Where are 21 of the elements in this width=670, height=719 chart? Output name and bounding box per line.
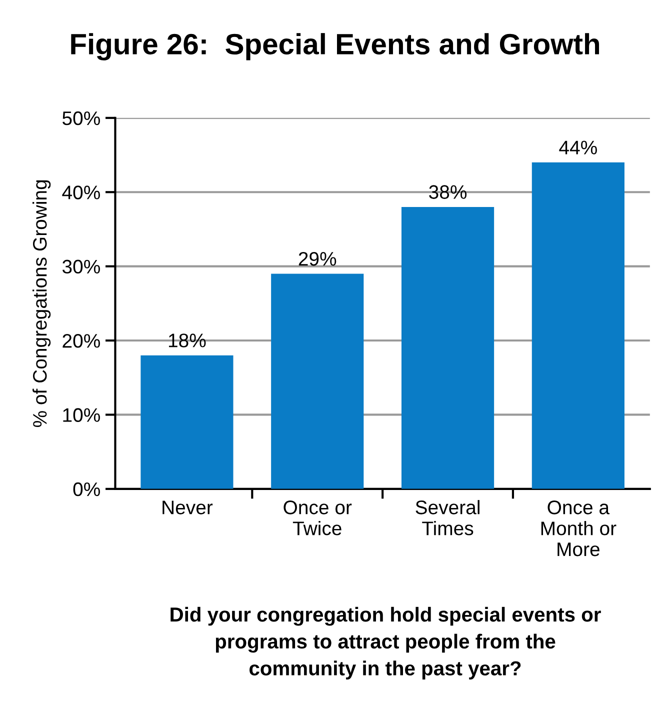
- x-tick-label: Once or Twice: [284, 500, 352, 536]
- y-tick-label: 0%: [73, 482, 100, 496]
- y-tick-label: 30%: [62, 260, 100, 274]
- bar: [532, 162, 624, 489]
- y-tick-label: 20%: [62, 334, 100, 348]
- bar: [140, 355, 234, 489]
- y-tick-label: 40%: [62, 186, 100, 200]
- bar: [401, 206, 494, 489]
- x-tick-label: Once a Month or More: [541, 500, 616, 556]
- x-tick-label: Never: [162, 500, 213, 514]
- data-label: 44%: [559, 140, 597, 154]
- data-label: 38%: [429, 185, 467, 199]
- x-axis-title: Did your congregation hold special events or programs to attract people from the community in the past year?: [170, 606, 601, 680]
- y-tick-label: 10%: [63, 408, 100, 422]
- data-label: 18%: [168, 334, 206, 348]
- x-tick-label: Several Times: [416, 500, 480, 536]
- y-axis-title: % of Congregations Growing: [32, 180, 51, 428]
- y-tick-label: 50%: [62, 111, 100, 126]
- chart-title: Figure 26: Special Events and Growth: [71, 33, 600, 60]
- data-label: 29%: [298, 252, 336, 266]
- bar: [271, 274, 364, 489]
